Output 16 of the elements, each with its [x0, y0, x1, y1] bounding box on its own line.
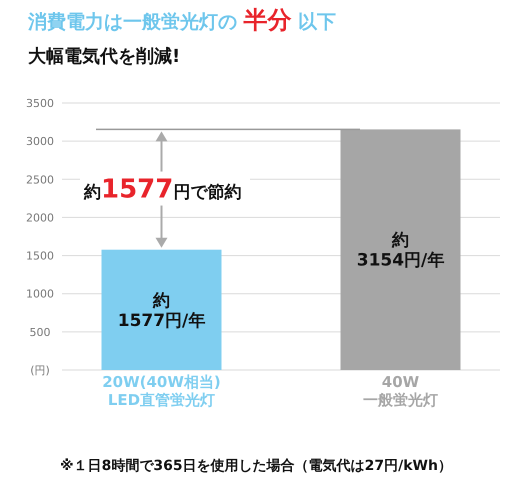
y-tick-label: 1000 [26, 288, 54, 301]
y-tick-label: 2500 [26, 173, 54, 186]
data-label: 約 3154円/年 [356, 230, 444, 271]
y-tick-label: 1500 [26, 250, 54, 263]
chart-title: 消費電力は一般蛍光灯の 半分 以下 [27, 6, 336, 34]
annotation: 約1577円で節約 [83, 174, 242, 205]
y-tick-label: 500 [30, 326, 50, 339]
chart-subtitle: 大幅電気代を削減! [27, 46, 180, 67]
text: ※１日8時間で365日を使用した場合（電気代は27円/kWh） [60, 458, 452, 474]
y-tick-label: 3000 [26, 135, 54, 148]
y-tick-label: 2000 [26, 211, 54, 224]
data-label: 約 1577円/年 [118, 290, 206, 331]
y-tick-label: 3500 [26, 97, 54, 110]
x-tick-label: 40W 一般蛍光灯 [363, 373, 438, 409]
y-tick-label: (円) [30, 364, 50, 377]
x-tick-label: 20W(40W相当) LED直管蛍光灯 [102, 373, 221, 409]
